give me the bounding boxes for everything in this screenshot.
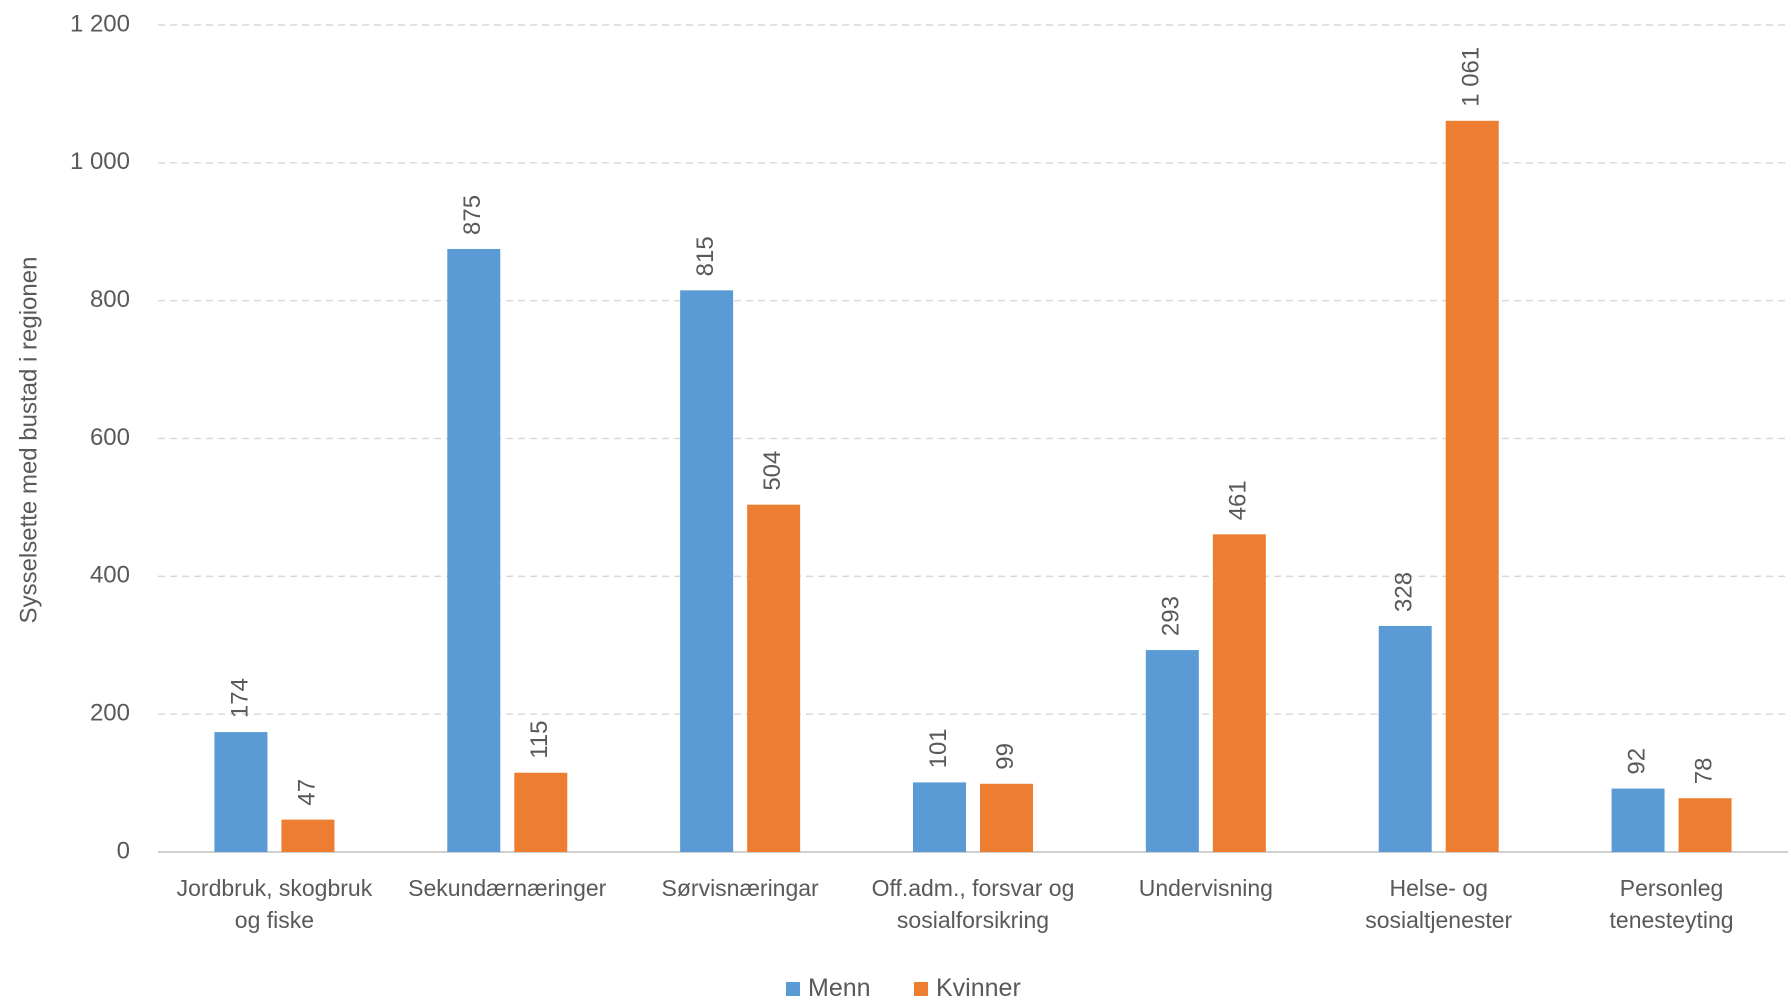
legend-swatch [914, 981, 928, 996]
legend-label: Menn [808, 974, 871, 1002]
bar [980, 783, 1033, 852]
legend-item: Kvinner [914, 974, 1021, 1003]
bar [680, 290, 734, 852]
y-tick-label: 1 200 [70, 10, 130, 37]
data-label: 1 061 [1458, 47, 1485, 107]
bar [747, 504, 801, 852]
x-tick-label: Sørvisnæringar [661, 875, 819, 901]
bar [1378, 625, 1432, 852]
legend-swatch [786, 981, 800, 996]
x-tick-label: Undervisning [1138, 875, 1273, 901]
legend-label: Kvinner [936, 974, 1021, 1002]
x-tick-label: Jordbruk, skogbruk og fiske [176, 875, 373, 933]
data-label: 47 [293, 779, 320, 806]
bar [214, 732, 268, 852]
bar [913, 782, 966, 852]
x-tick-label: Personleg tenesteyting [1609, 875, 1734, 933]
data-label: 174 [226, 678, 253, 718]
bar [1445, 120, 1499, 852]
data-label: 504 [759, 451, 786, 491]
x-tick-label: Helse- og sosialtjenester [1365, 875, 1513, 933]
y-tick-label: 1 000 [70, 148, 130, 175]
data-label: 78 [1690, 758, 1717, 785]
data-label: 293 [1158, 596, 1185, 636]
data-label: 875 [459, 195, 486, 235]
data-label: 328 [1391, 572, 1418, 612]
legend-item: Menn [786, 974, 871, 1003]
x-tick-label: Sekundærnæringer [408, 875, 607, 901]
data-label: 101 [925, 728, 952, 768]
data-label: 815 [692, 236, 719, 276]
bar [1145, 650, 1199, 852]
y-tick-label: 400 [90, 562, 130, 589]
y-tick-label: 800 [90, 286, 130, 313]
data-label: 99 [992, 743, 1019, 770]
data-label: 115 [526, 720, 553, 758]
bar [1611, 788, 1665, 852]
bar [514, 772, 568, 852]
y-tick-label: 200 [90, 700, 130, 727]
bar [1678, 798, 1732, 852]
x-tick-label: Off.adm., forsvar og sosialforsikring [871, 875, 1075, 933]
y-tick-label: 600 [90, 424, 130, 451]
bar [447, 248, 501, 852]
bar [1212, 534, 1266, 852]
data-label: 92 [1623, 748, 1650, 775]
y-axis-label: Sysselsette med bustad i regionen [15, 257, 42, 624]
bar [281, 819, 335, 852]
data-label: 461 [1225, 480, 1252, 520]
y-tick-label: 0 [117, 837, 130, 864]
